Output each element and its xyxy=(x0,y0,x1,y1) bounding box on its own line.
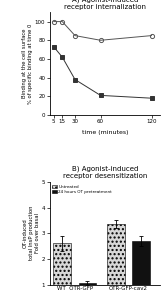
Y-axis label: Binding at the cell surface
% of specific binding at time 0: Binding at the cell surface % of specifi… xyxy=(22,24,33,104)
Y-axis label: OT-induced
total InsP production
Fold over basal: OT-induced total InsP production Fold ov… xyxy=(23,206,40,260)
Bar xyxy=(132,241,150,285)
Bar xyxy=(107,224,125,285)
Legend: Untreated, 24 hours OT pretreatment: Untreated, 24 hours OT pretreatment xyxy=(52,184,113,195)
Title: A) Agonist-induced
receptor internalization: A) Agonist-induced receptor internalizat… xyxy=(64,0,146,10)
Bar xyxy=(79,283,96,285)
Bar xyxy=(53,244,71,285)
X-axis label: time (minutes): time (minutes) xyxy=(82,130,128,135)
Title: B) Agonist-induced
receptor desensitization: B) Agonist-induced receptor desensitizat… xyxy=(63,166,147,179)
